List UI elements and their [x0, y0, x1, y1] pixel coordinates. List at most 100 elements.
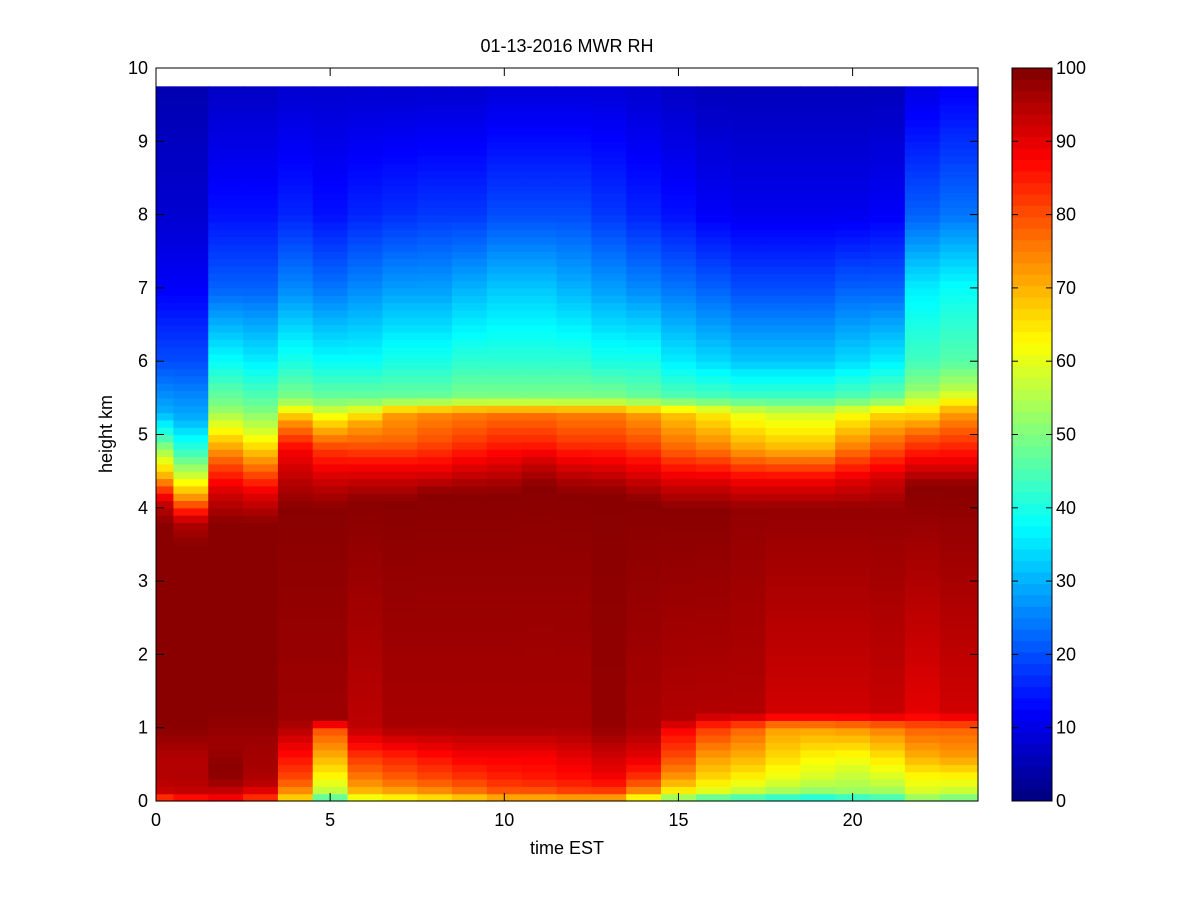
heatmap-cell [312, 251, 349, 260]
heatmap-cell [277, 280, 314, 289]
heatmap-cell [695, 713, 732, 721]
colorbar-segment [1012, 560, 1052, 573]
heatmap-cell [243, 427, 279, 436]
heatmap-cell [626, 705, 662, 714]
heatmap-cell [243, 383, 279, 392]
heatmap-cell [243, 515, 279, 524]
heatmap-cell [765, 236, 801, 245]
y-tick-label: 1 [138, 718, 148, 738]
heatmap-cell [347, 507, 383, 516]
heatmap-cell [765, 86, 801, 91]
heatmap-cell [486, 126, 523, 135]
heatmap-cell [417, 632, 453, 641]
heatmap-cell [312, 412, 349, 421]
heatmap-cell [156, 265, 175, 274]
heatmap-cell [347, 713, 383, 721]
heatmap-cell [417, 163, 453, 172]
heatmap-cell [243, 566, 279, 575]
heatmap-cell [417, 339, 453, 348]
heatmap-cell [591, 192, 627, 201]
heatmap-cell [243, 324, 279, 333]
heatmap-cell [904, 654, 941, 663]
heatmap-cell [870, 456, 906, 465]
heatmap-cell [312, 295, 349, 304]
heatmap-cell [486, 243, 523, 252]
heatmap-cell [173, 177, 209, 186]
heatmap-cell [312, 661, 349, 670]
heatmap-cell [556, 236, 592, 245]
heatmap-cell [208, 434, 244, 443]
heatmap-cell [382, 412, 418, 421]
heatmap-cell [661, 192, 697, 201]
heatmap-cell [765, 632, 801, 641]
heatmap-cell [661, 383, 697, 392]
heatmap-cell [243, 119, 279, 128]
heatmap-cell [870, 155, 906, 164]
heatmap-cell [173, 331, 209, 340]
heatmap-cell [939, 412, 979, 421]
heatmap-cell [591, 199, 627, 208]
heatmap-cell [904, 581, 941, 590]
heatmap-cell [626, 229, 662, 238]
heatmap-cell [486, 463, 523, 472]
heatmap-cell [556, 243, 592, 252]
heatmap-cell [243, 749, 279, 758]
heatmap-cell [800, 419, 836, 428]
heatmap-cell [173, 361, 209, 370]
heatmap-cell [939, 397, 979, 406]
heatmap-cell [939, 346, 979, 355]
heatmap-cell [208, 786, 244, 795]
heatmap-cell [156, 214, 175, 223]
heatmap-cell [521, 111, 558, 120]
heatmap-cell [452, 683, 488, 692]
heatmap-cell [452, 214, 488, 223]
heatmap-cell [835, 111, 871, 120]
heatmap-cell [661, 427, 697, 436]
heatmap-cell [173, 764, 209, 773]
heatmap-cell [939, 390, 979, 399]
heatmap-cell [695, 449, 732, 458]
heatmap-cell [208, 317, 244, 326]
heatmap-cell [661, 361, 697, 370]
heatmap-cell [521, 559, 558, 568]
heatmap-cell [417, 375, 453, 384]
heatmap-cell [382, 610, 418, 619]
heatmap-cell [591, 302, 627, 311]
heatmap-cell [870, 603, 906, 612]
heatmap-cell [800, 324, 836, 333]
heatmap-cell [277, 163, 314, 172]
heatmap-cell [452, 507, 488, 516]
heatmap-cell [452, 258, 488, 267]
heatmap-cell [452, 493, 488, 502]
heatmap-cell [417, 544, 453, 553]
heatmap-cell [904, 229, 941, 238]
heatmap-cell [556, 727, 592, 736]
heatmap-cell [521, 214, 558, 223]
heatmap-cell [452, 434, 488, 443]
heatmap-cell [556, 287, 592, 296]
y-tick-label: 2 [138, 644, 148, 664]
heatmap-cell [870, 199, 906, 208]
heatmap-cell [173, 632, 209, 641]
heatmap-cell [870, 309, 906, 318]
heatmap-cell [835, 361, 871, 370]
heatmap-cell [835, 617, 871, 626]
heatmap-cell [800, 500, 836, 509]
heatmap-cell [277, 588, 314, 597]
heatmap-cell [156, 779, 175, 787]
heatmap-cell [835, 199, 871, 208]
heatmap-cell [521, 705, 558, 714]
heatmap-cell [591, 89, 627, 98]
heatmap-cell [347, 346, 383, 355]
heatmap-cell [486, 551, 523, 560]
heatmap-cell [312, 735, 349, 743]
heatmap-cell [800, 214, 836, 223]
heatmap-cell [626, 126, 662, 135]
heatmap-cell [417, 155, 453, 164]
heatmap-cell [277, 581, 314, 590]
heatmap-cell [382, 705, 418, 714]
heatmap-cell [417, 573, 453, 582]
heatmap-cell [347, 368, 383, 377]
heatmap-cell [156, 302, 175, 311]
heatmap-cell [730, 581, 767, 590]
